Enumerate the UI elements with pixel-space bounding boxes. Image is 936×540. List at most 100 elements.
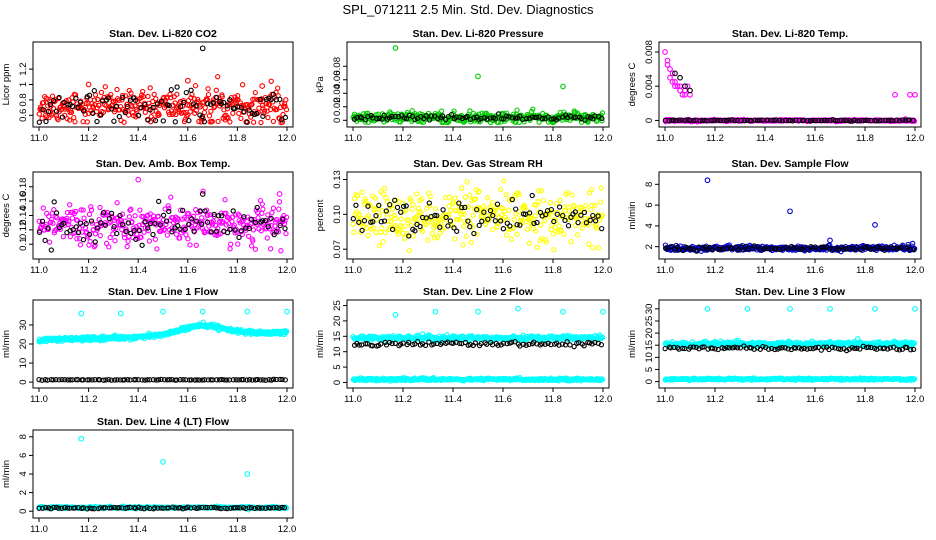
data-point bbox=[548, 116, 555, 122]
data-point bbox=[430, 218, 436, 225]
data-point bbox=[415, 338, 421, 345]
data-point bbox=[365, 213, 371, 219]
data-point bbox=[237, 100, 244, 106]
data-point bbox=[123, 228, 129, 235]
data-point bbox=[109, 106, 115, 112]
data-point bbox=[249, 101, 255, 107]
outlier-point bbox=[687, 87, 693, 94]
outlier-point bbox=[907, 91, 913, 98]
data-point bbox=[459, 204, 465, 211]
data-point bbox=[56, 94, 62, 101]
data-point bbox=[215, 74, 221, 80]
data-point bbox=[427, 193, 433, 200]
data-point bbox=[548, 226, 554, 233]
data-point bbox=[161, 377, 168, 383]
outlier-point bbox=[276, 191, 283, 197]
data-point bbox=[268, 96, 274, 103]
data-point bbox=[479, 218, 485, 224]
data-point bbox=[526, 115, 532, 121]
data-point bbox=[432, 212, 438, 219]
data-point bbox=[447, 218, 454, 224]
data-point bbox=[504, 217, 510, 223]
y-tick-label: 0.1 bbox=[18, 238, 29, 251]
data-point bbox=[265, 212, 271, 218]
data-point bbox=[405, 339, 412, 346]
data-point bbox=[126, 214, 133, 220]
data-point bbox=[128, 90, 134, 96]
data-point bbox=[136, 222, 142, 228]
plot-frame bbox=[658, 171, 922, 260]
data-point bbox=[159, 227, 165, 233]
data-point bbox=[597, 199, 604, 205]
data-point bbox=[732, 117, 738, 124]
data-point bbox=[67, 228, 73, 234]
data-point bbox=[422, 342, 429, 349]
data-point bbox=[676, 117, 682, 123]
x-tick-label: 11.0 bbox=[30, 394, 48, 405]
data-point bbox=[114, 86, 120, 93]
data-point bbox=[583, 203, 589, 209]
x-tick-label: 11.4 bbox=[129, 133, 147, 144]
data-point bbox=[119, 92, 126, 99]
x-tick-label: 11.0 bbox=[344, 133, 362, 144]
data-point bbox=[258, 228, 264, 234]
data-point bbox=[429, 231, 435, 237]
points bbox=[662, 305, 918, 384]
data-point bbox=[376, 202, 382, 209]
x-tick-label: 12.0 bbox=[594, 394, 613, 405]
data-point bbox=[207, 101, 214, 107]
data-point bbox=[106, 215, 113, 222]
outlier-point bbox=[787, 208, 793, 215]
series-magenta bbox=[662, 49, 918, 125]
data-point bbox=[150, 377, 156, 383]
data-point bbox=[773, 117, 779, 123]
data-point bbox=[484, 116, 490, 122]
data-point bbox=[776, 246, 783, 253]
data-point bbox=[264, 235, 270, 241]
data-point bbox=[68, 109, 75, 116]
data-point bbox=[715, 117, 721, 124]
data-point bbox=[225, 115, 231, 121]
data-point bbox=[551, 218, 557, 225]
data-point bbox=[523, 342, 529, 348]
data-point bbox=[259, 218, 266, 224]
data-point bbox=[250, 238, 256, 244]
series-black bbox=[663, 243, 917, 254]
y-tick-label: 10 bbox=[644, 352, 655, 363]
data-point bbox=[94, 225, 100, 231]
data-point bbox=[718, 117, 724, 124]
data-point bbox=[246, 377, 253, 383]
data-point bbox=[547, 200, 553, 206]
data-point bbox=[154, 101, 161, 107]
data-point bbox=[86, 377, 92, 383]
x-tick-label: 11.8 bbox=[544, 265, 562, 276]
data-point bbox=[183, 89, 189, 96]
data-point bbox=[113, 103, 120, 109]
data-point bbox=[804, 246, 811, 252]
data-point bbox=[896, 245, 902, 251]
data-point bbox=[39, 218, 46, 224]
data-point bbox=[590, 244, 596, 251]
data-point bbox=[896, 118, 903, 124]
data-point bbox=[598, 185, 604, 191]
data-point bbox=[46, 213, 52, 220]
data-point bbox=[209, 118, 215, 125]
outlier-point bbox=[872, 305, 878, 312]
data-point bbox=[373, 229, 379, 236]
data-point bbox=[517, 113, 523, 119]
data-point bbox=[408, 197, 414, 204]
data-point bbox=[534, 244, 540, 250]
data-point bbox=[156, 112, 162, 118]
data-point bbox=[160, 217, 166, 223]
data-point bbox=[504, 220, 510, 226]
data-point bbox=[557, 197, 563, 203]
data-point bbox=[140, 88, 146, 95]
data-point bbox=[88, 207, 95, 213]
data-point bbox=[595, 245, 602, 251]
data-point bbox=[227, 226, 233, 233]
data-point bbox=[526, 341, 532, 348]
data-point bbox=[75, 104, 81, 111]
